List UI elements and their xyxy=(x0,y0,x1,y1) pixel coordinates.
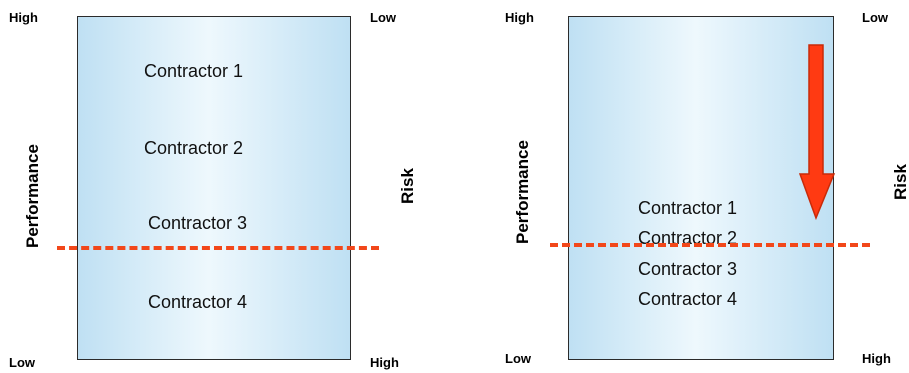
right-performance-panel xyxy=(568,16,834,360)
left-contractor-4: Contractor 4 xyxy=(148,292,248,312)
left-contractor-3: Contractor 3 xyxy=(148,213,248,233)
left-top-right-label: Low xyxy=(370,10,396,25)
left-bottom-right-label: High xyxy=(370,355,399,370)
right-contractor-4: Contractor 4 xyxy=(638,289,738,309)
down-arrow-icon xyxy=(798,44,836,220)
left-performance-axis-label: Performance xyxy=(23,144,42,248)
right-threshold-line xyxy=(550,243,870,247)
left-threshold-line xyxy=(57,246,379,250)
right-bottom-left-label: Low xyxy=(505,351,531,366)
left-contractor-1: Contractor 1 xyxy=(144,61,244,81)
right-contractor-3: Contractor 3 xyxy=(638,259,738,279)
right-contractor-1: Contractor 1 xyxy=(638,198,738,218)
left-risk-axis-label: Risk xyxy=(398,168,417,204)
right-top-left-label: High xyxy=(505,10,534,25)
left-performance-panel xyxy=(77,16,351,360)
right-bottom-right-label: High xyxy=(862,351,891,366)
right-performance-axis-label: Performance xyxy=(513,140,532,244)
left-bottom-left-label: Low xyxy=(9,355,35,370)
right-risk-axis-label: Risk xyxy=(891,164,909,200)
left-contractor-2: Contractor 2 xyxy=(144,138,244,158)
right-top-right-label: Low xyxy=(862,10,888,25)
left-top-left-label: High xyxy=(9,10,38,25)
